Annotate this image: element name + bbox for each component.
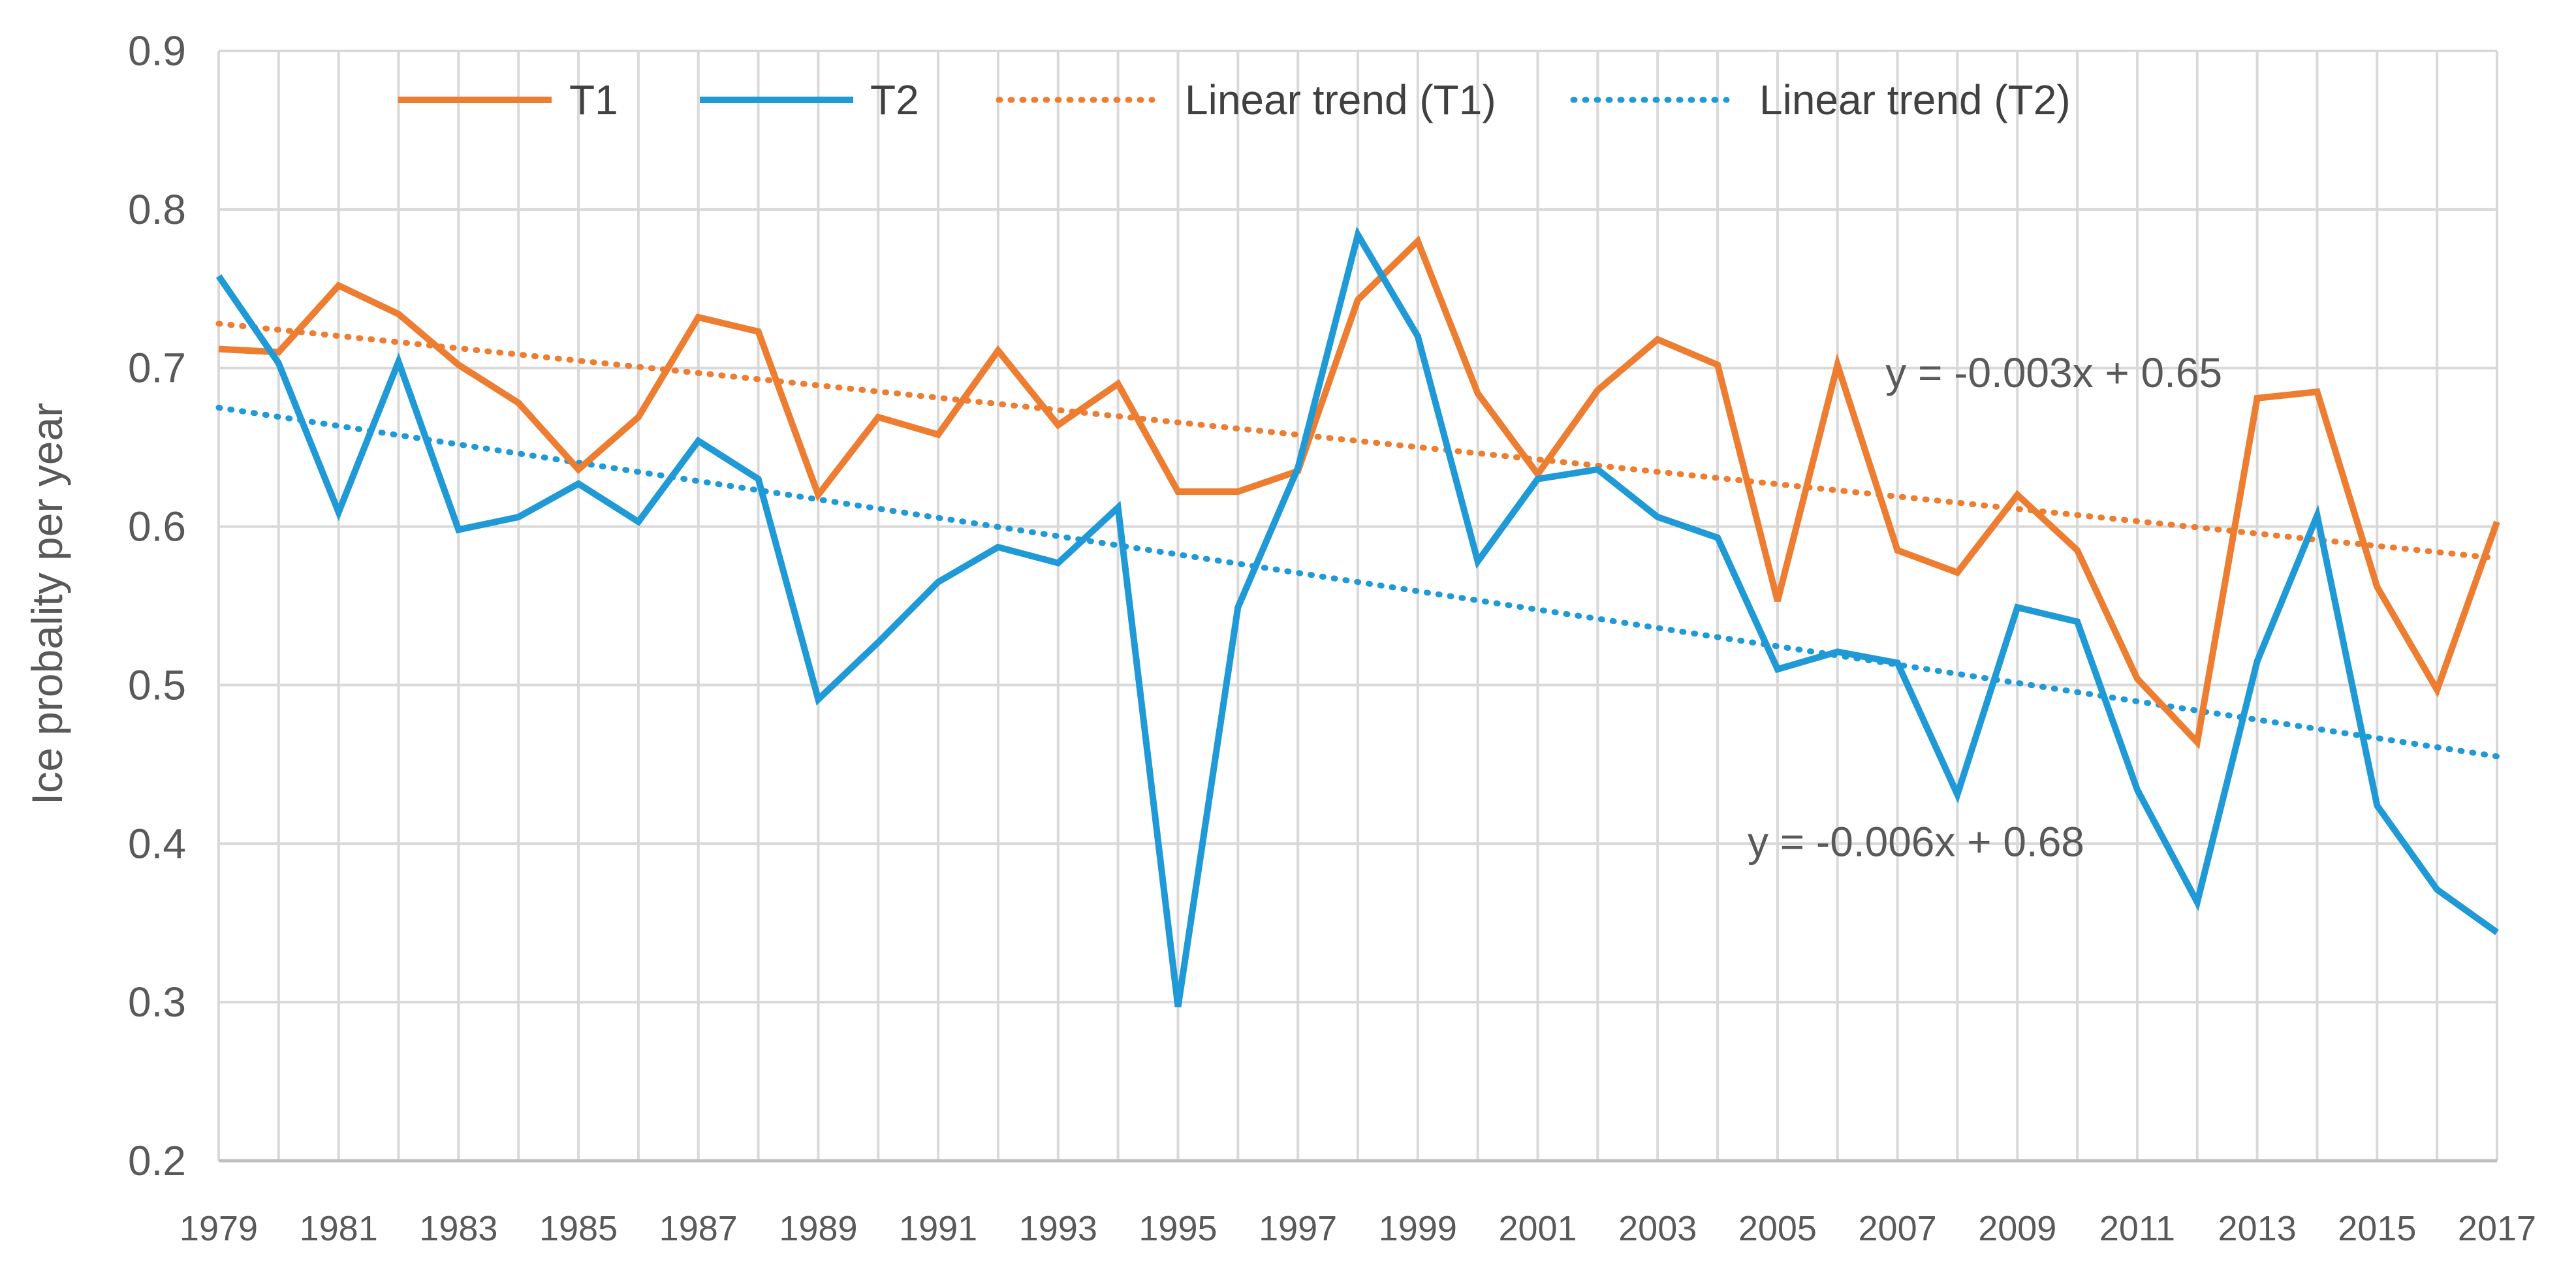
legend: T1 T2 Linear trend (T1) Linear trend (T2) — [398, 76, 2071, 123]
y-tick-label: 0.2 — [128, 1137, 186, 1184]
x-tick-label: 1985 — [539, 1209, 618, 1248]
legend-label: T1 — [569, 76, 618, 123]
x-tick-label: 1989 — [779, 1209, 857, 1248]
trend-equation-label: y = -0.003x + 0.65 — [1885, 349, 2222, 396]
x-tick-label: 2011 — [2099, 1209, 2175, 1248]
x-tick-label: 1995 — [1139, 1209, 1217, 1248]
gridlines — [217, 50, 2498, 1163]
equation-annotations: y = -0.003x + 0.65 y = -0.006x + 0.68 — [1748, 349, 2222, 866]
x-tick-label: 2003 — [1618, 1209, 1697, 1248]
trend-equation-label: y = -0.006x + 0.68 — [1748, 819, 2084, 866]
x-tick-label: 1999 — [1379, 1209, 1457, 1248]
y-tick-label: 0.4 — [128, 820, 186, 867]
x-axis-ticks: 1979 1981 1983 1985 1987 1989 1991 1993 1995 1997… — [180, 1209, 2536, 1248]
x-tick-label: 1987 — [659, 1209, 738, 1248]
x-tick-label: 2005 — [1738, 1209, 1817, 1248]
x-tick-label: 1981 — [300, 1209, 378, 1248]
legend-label: Linear trend (T1) — [1185, 76, 1496, 123]
data-series — [215, 226, 2500, 1008]
x-tick-label: 2009 — [1978, 1209, 2056, 1248]
legend-label: Linear trend (T2) — [1759, 76, 2071, 123]
x-tick-label: 2013 — [2218, 1209, 2297, 1248]
x-tick-label: 2015 — [2338, 1209, 2416, 1248]
x-tick-label: 1979 — [180, 1209, 258, 1248]
y-tick-label: 0.7 — [128, 345, 186, 392]
y-tick-label: 0.9 — [128, 27, 186, 74]
x-tick-label: 2001 — [1498, 1209, 1577, 1248]
trendlines — [215, 321, 2500, 760]
x-tick-label: 1983 — [419, 1209, 497, 1248]
y-axis-ticks: 0.2 0.3 0.4 0.5 0.6 0.7 0.8 0.9 — [128, 27, 186, 1184]
x-tick-label: 1991 — [899, 1209, 977, 1248]
trendline-t2 — [215, 404, 2500, 760]
x-tick-label: 2017 — [2458, 1209, 2536, 1248]
x-tick-label: 2007 — [1859, 1209, 1937, 1248]
y-tick-label: 0.6 — [128, 503, 186, 550]
series-line-t1 — [218, 235, 2500, 749]
x-tick-label: 1993 — [1019, 1209, 1097, 1248]
y-axis-title: Ice probality per year — [23, 403, 71, 805]
y-tick-label: 0.3 — [128, 979, 186, 1026]
y-tick-label: 0.8 — [128, 186, 186, 233]
legend-label: T2 — [870, 76, 919, 123]
y-tick-label: 0.5 — [128, 661, 186, 708]
x-tick-label: 1997 — [1259, 1209, 1337, 1248]
series-line-t2 — [215, 226, 2499, 1008]
